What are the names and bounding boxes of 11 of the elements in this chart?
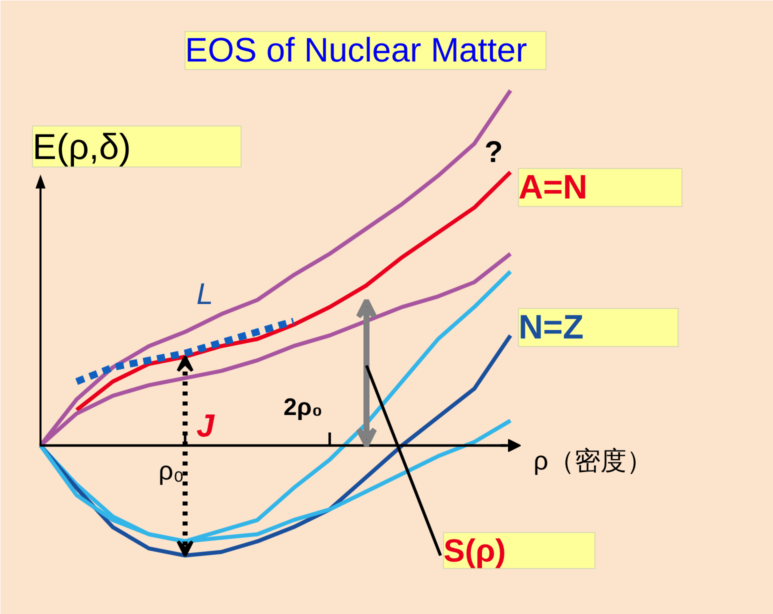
- annotation: J: [196, 408, 216, 444]
- series-label: A=N: [518, 168, 588, 206]
- annotation: ?: [484, 136, 503, 169]
- annotation: S(ρ): [444, 532, 506, 568]
- annotation: ρ₀: [158, 456, 184, 486]
- y-axis-title: E(ρ,δ): [32, 126, 132, 167]
- chart-title: EOS of Nuclear Matter: [185, 32, 528, 70]
- annotation: 2ρ₀: [284, 394, 323, 421]
- x-axis-title: ρ（密度）: [534, 446, 652, 476]
- series-label: N=Z: [518, 308, 584, 346]
- annotation: L: [196, 278, 214, 311]
